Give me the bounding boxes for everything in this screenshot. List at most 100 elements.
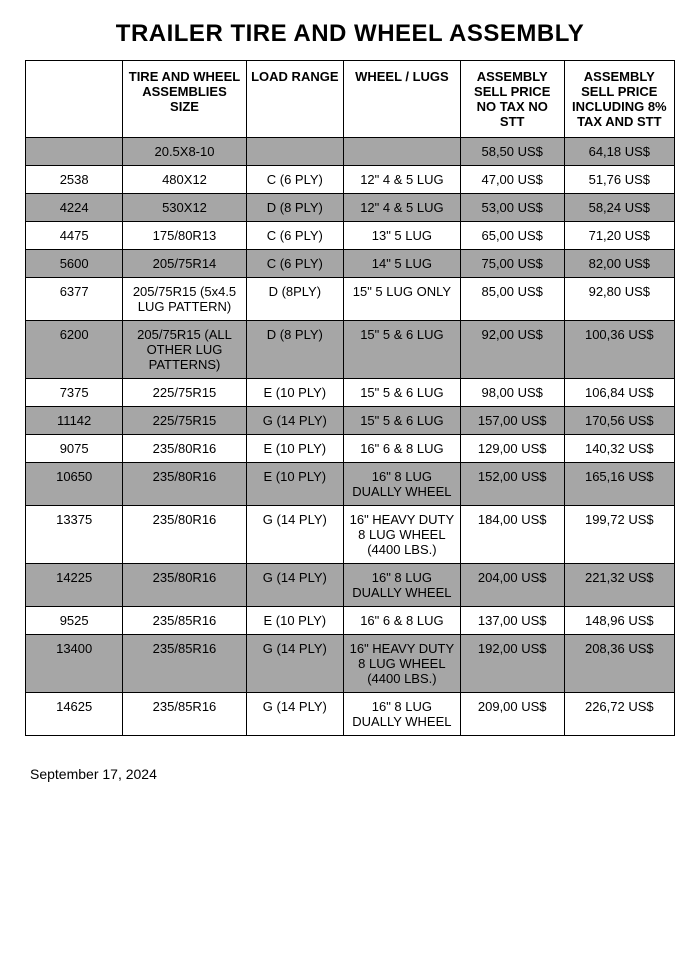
table-cell: 15" 5 & 6 LUG: [343, 407, 460, 435]
table-cell: 175/80R13: [123, 222, 246, 250]
table-cell: 16" HEAVY DUTY 8 LUG WHEEL (4400 LBS.): [343, 506, 460, 564]
table-cell: E (10 PLY): [246, 435, 343, 463]
table-cell: D (8PLY): [246, 278, 343, 321]
table-cell: 11142: [26, 407, 123, 435]
table-cell: 9525: [26, 607, 123, 635]
table-cell: E (10 PLY): [246, 463, 343, 506]
table-row: 11142225/75R15G (14 PLY)15" 5 & 6 LUG157…: [26, 407, 675, 435]
table-row: 4475175/80R13C (6 PLY)13" 5 LUG65,00 US$…: [26, 222, 675, 250]
col-header-price-notax: ASSEMBLY SELL PRICE NO TAX NO STT: [460, 61, 564, 138]
table-cell: 47,00 US$: [460, 166, 564, 194]
table-cell: 98,00 US$: [460, 379, 564, 407]
table-cell: 53,00 US$: [460, 194, 564, 222]
table-cell: 16" 6 & 8 LUG: [343, 607, 460, 635]
table-cell: D (8 PLY): [246, 321, 343, 379]
table-cell: 235/85R16: [123, 693, 246, 736]
table-cell: 205/75R14: [123, 250, 246, 278]
table-cell: 204,00 US$: [460, 564, 564, 607]
table-cell: 192,00 US$: [460, 635, 564, 693]
table-cell: 71,20 US$: [564, 222, 674, 250]
table-row: 7375225/75R15E (10 PLY)15" 5 & 6 LUG98,0…: [26, 379, 675, 407]
table-row: 6377205/75R15 (5x4.5 LUG PATTERN)D (8PLY…: [26, 278, 675, 321]
table-cell: 12" 4 & 5 LUG: [343, 166, 460, 194]
table-cell: 6377: [26, 278, 123, 321]
table-cell: 205/75R15 (ALL OTHER LUG PATTERNS): [123, 321, 246, 379]
table-cell: 85,00 US$: [460, 278, 564, 321]
table-cell: 235/80R16: [123, 435, 246, 463]
table-row: 13375235/80R16G (14 PLY)16" HEAVY DUTY 8…: [26, 506, 675, 564]
table-cell: 15" 5 & 6 LUG: [343, 321, 460, 379]
table-cell: E (10 PLY): [246, 607, 343, 635]
table-cell: 106,84 US$: [564, 379, 674, 407]
table-cell: 165,16 US$: [564, 463, 674, 506]
col-header-size: TIRE AND WHEEL ASSEMBLIES SIZE: [123, 61, 246, 138]
table-cell: 4224: [26, 194, 123, 222]
table-cell: 199,72 US$: [564, 506, 674, 564]
table-header-row: TIRE AND WHEEL ASSEMBLIES SIZE LOAD RANG…: [26, 61, 675, 138]
table-cell: G (14 PLY): [246, 693, 343, 736]
table-cell: 7375: [26, 379, 123, 407]
table-cell: 82,00 US$: [564, 250, 674, 278]
table-cell: 15" 5 & 6 LUG: [343, 379, 460, 407]
table-cell: 51,76 US$: [564, 166, 674, 194]
table-cell: 13400: [26, 635, 123, 693]
table-cell: 16" 8 LUG DUALLY WHEEL: [343, 693, 460, 736]
table-cell: G (14 PLY): [246, 407, 343, 435]
table-cell: 137,00 US$: [460, 607, 564, 635]
table-cell: 92,00 US$: [460, 321, 564, 379]
table-row: 10650235/80R16E (10 PLY)16" 8 LUG DUALLY…: [26, 463, 675, 506]
table-cell: C (6 PLY): [246, 222, 343, 250]
table-cell: C (6 PLY): [246, 250, 343, 278]
table-cell: 225/75R15: [123, 407, 246, 435]
table-cell: 221,32 US$: [564, 564, 674, 607]
table-cell: 13" 5 LUG: [343, 222, 460, 250]
table-cell: 16" 8 LUG DUALLY WHEEL: [343, 564, 460, 607]
footer-date: September 17, 2024: [25, 766, 675, 782]
table-row: 14625235/85R16G (14 PLY)16" 8 LUG DUALLY…: [26, 693, 675, 736]
table-cell: 170,56 US$: [564, 407, 674, 435]
table-cell: 235/80R16: [123, 564, 246, 607]
table-cell: 4475: [26, 222, 123, 250]
table-cell: 12" 4 & 5 LUG: [343, 194, 460, 222]
table-cell: 530X12: [123, 194, 246, 222]
table-cell: G (14 PLY): [246, 635, 343, 693]
table-cell: 75,00 US$: [460, 250, 564, 278]
table-cell: 2538: [26, 166, 123, 194]
table-cell: 5600: [26, 250, 123, 278]
table-cell: 65,00 US$: [460, 222, 564, 250]
table-cell: E (10 PLY): [246, 379, 343, 407]
table-row: 2538480X12C (6 PLY)12" 4 & 5 LUG47,00 US…: [26, 166, 675, 194]
table-cell: 148,96 US$: [564, 607, 674, 635]
table-cell: 205/75R15 (5x4.5 LUG PATTERN): [123, 278, 246, 321]
table-cell: 152,00 US$: [460, 463, 564, 506]
page-title: TRAILER TIRE AND WHEEL ASSEMBLY: [25, 20, 675, 48]
table-cell: 235/85R16: [123, 607, 246, 635]
table-cell: 16" 8 LUG DUALLY WHEEL: [343, 463, 460, 506]
table-row: 5600205/75R14C (6 PLY)14" 5 LUG75,00 US$…: [26, 250, 675, 278]
table-cell: 14225: [26, 564, 123, 607]
col-header-wheel: WHEEL / LUGS: [343, 61, 460, 138]
table-cell: [343, 138, 460, 166]
table-cell: 235/85R16: [123, 635, 246, 693]
table-cell: 16" 6 & 8 LUG: [343, 435, 460, 463]
table-cell: 225/75R15: [123, 379, 246, 407]
table-cell: C (6 PLY): [246, 166, 343, 194]
table-cell: 15" 5 LUG ONLY: [343, 278, 460, 321]
table-cell: [246, 138, 343, 166]
col-header-price-tax: ASSEMBLY SELL PRICE INCLUDING 8% TAX AND…: [564, 61, 674, 138]
table-cell: 129,00 US$: [460, 435, 564, 463]
table-cell: 100,36 US$: [564, 321, 674, 379]
table-cell: 13375: [26, 506, 123, 564]
table-cell: 6200: [26, 321, 123, 379]
table-row: 14225235/80R16G (14 PLY)16" 8 LUG DUALLY…: [26, 564, 675, 607]
table-cell: 140,32 US$: [564, 435, 674, 463]
table-row: 20.5X8-1058,50 US$64,18 US$: [26, 138, 675, 166]
table-cell: 16" HEAVY DUTY 8 LUG WHEEL (4400 LBS.): [343, 635, 460, 693]
table-row: 9525235/85R16E (10 PLY)16" 6 & 8 LUG137,…: [26, 607, 675, 635]
table-cell: 58,50 US$: [460, 138, 564, 166]
table-cell: D (8 PLY): [246, 194, 343, 222]
table-cell: 14625: [26, 693, 123, 736]
table-cell: 20.5X8-10: [123, 138, 246, 166]
table-row: 6200205/75R15 (ALL OTHER LUG PATTERNS)D …: [26, 321, 675, 379]
table-cell: 184,00 US$: [460, 506, 564, 564]
